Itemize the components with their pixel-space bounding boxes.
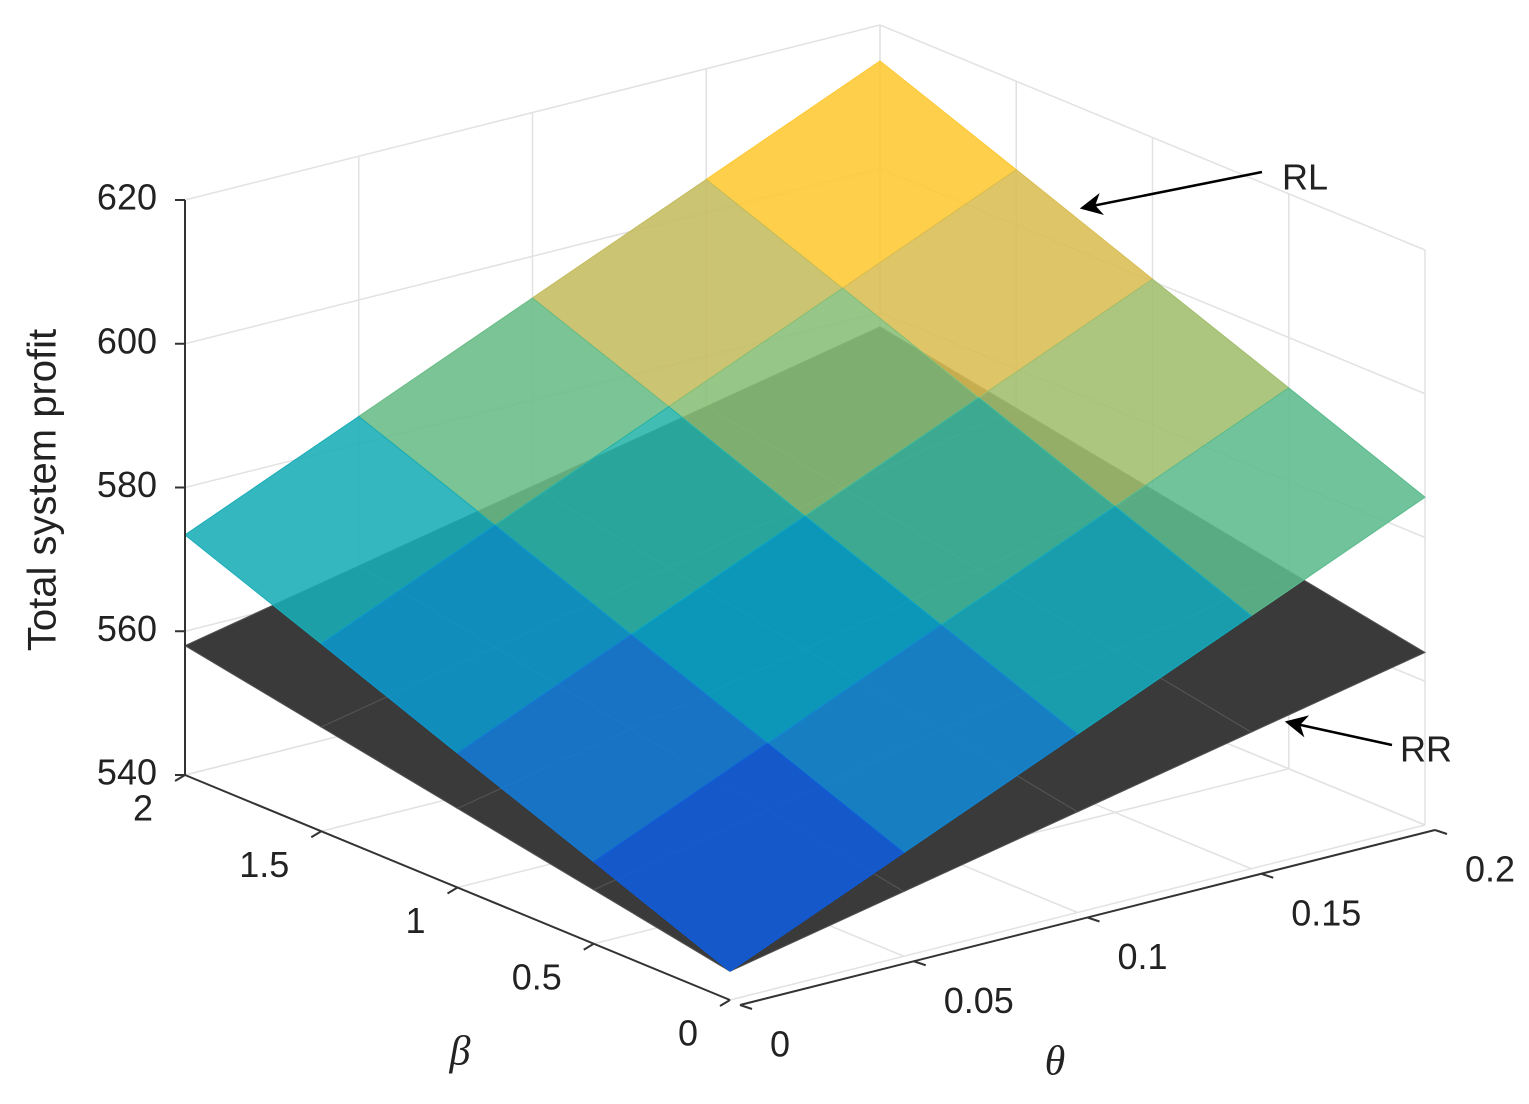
tick-mark: [446, 886, 459, 895]
grid-line: [729, 824, 1426, 1001]
x-tick-label: 0: [770, 1024, 790, 1065]
tick-mark: [739, 1004, 753, 1010]
tick-mark: [174, 774, 186, 782]
surface-cell: [592, 742, 905, 972]
z-axis-label: Total system profit: [21, 329, 65, 651]
tick-mark: [913, 960, 927, 967]
y-tick-label: 2: [133, 788, 153, 829]
z-tick-label: 600: [97, 320, 157, 361]
tick-mark: [1087, 916, 1100, 923]
surfaces: [183, 60, 1427, 972]
tick-mark: [1434, 829, 1448, 835]
x-axis-label: θ: [1045, 1039, 1066, 1085]
series-label: RR: [1400, 729, 1452, 770]
x-tick-label: 0.05: [944, 980, 1014, 1021]
tick-mark: [583, 942, 595, 951]
x-tick-label: 0.2: [1465, 849, 1515, 890]
annotation-arrow: [1079, 170, 1263, 216]
tick-mark: [719, 999, 731, 1007]
grid-line: [184, 24, 881, 201]
series-label: RL: [1282, 157, 1328, 198]
y-tick-label: 1.5: [239, 844, 289, 885]
z-tick-label: 560: [97, 608, 157, 649]
z-tick-label: 580: [97, 464, 157, 505]
grid-line: [879, 24, 1426, 251]
z-tick-label: 620: [97, 177, 157, 218]
z-tick-label: 540: [97, 752, 157, 793]
tick-mark: [1260, 872, 1274, 879]
x-tick-label: 0.1: [1118, 936, 1168, 977]
annotation-arrow: [1284, 715, 1393, 747]
y-axis-label: β: [449, 1029, 471, 1075]
y-tick-label: 0: [678, 1013, 698, 1054]
tick-mark: [310, 830, 322, 839]
x-tick-label: 0.15: [1291, 892, 1361, 933]
axes: 540 560 580 600 620 0 0.5 1 1.5 2 0 0.05 0.1 0.15 0.2: [97, 177, 1515, 1065]
y-tick-label: 0.5: [512, 956, 562, 997]
y-tick-label: 1: [405, 900, 425, 941]
